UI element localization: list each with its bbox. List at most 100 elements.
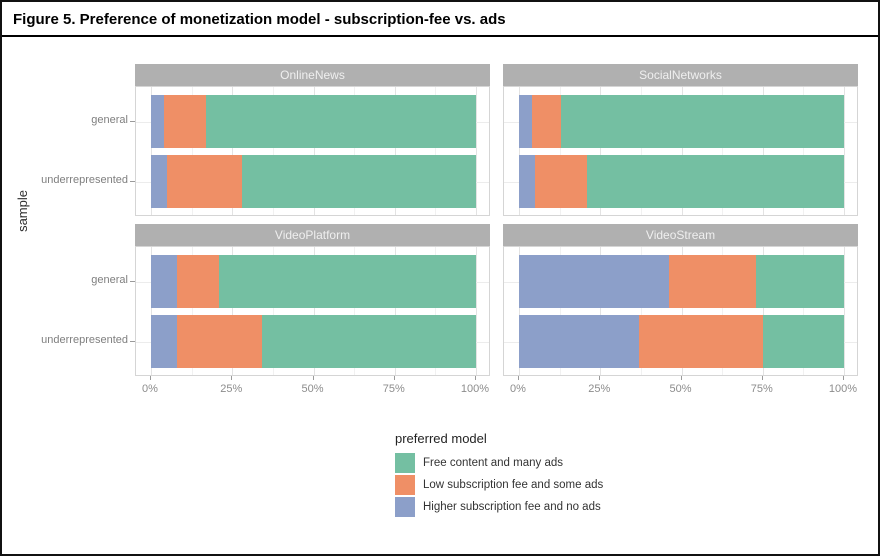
bar-segment-low_subscription_some_ads [668, 255, 757, 308]
gridline-minor [191, 87, 193, 215]
bar-segment-low_subscription_some_ads [535, 155, 588, 208]
gridline-major [762, 87, 764, 215]
bar-VideoPlatform-general [151, 255, 476, 308]
facet-panel-VideoStream [503, 246, 858, 376]
gridline-major [232, 247, 234, 375]
x-axis-tick [150, 376, 151, 380]
legend-swatch-free-content [395, 453, 415, 473]
facet-strip-VideoStream: VideoStream [503, 224, 858, 246]
gridline-minor [354, 87, 356, 215]
gridline-minor [722, 247, 724, 375]
gridline-major [681, 87, 683, 215]
x-axis-tick [761, 376, 763, 380]
bar-segment-free_content_many_ads [762, 315, 844, 368]
x-axis-tick-label: 75% [750, 383, 773, 395]
y-axis-tick [130, 120, 135, 122]
bar-VideoStream-underrepresented [519, 315, 844, 368]
bar-segment-higher_subscription_no_ads [519, 95, 532, 148]
x-axis-tick [680, 376, 682, 380]
x-axis-tick [599, 376, 601, 380]
bar-segment-free_content_many_ads [561, 95, 844, 148]
gridline-major [151, 247, 152, 375]
facet-panel-OnlineNews [135, 86, 490, 216]
legend-item-low-subscription: Low subscription fee and some ads [395, 475, 603, 495]
facet-strip-VideoPlatform: VideoPlatform [135, 224, 490, 246]
y-axis-label-underrepresented: underrepresented [41, 333, 128, 346]
gridline-major [151, 87, 152, 215]
gridline-major [600, 247, 602, 375]
gridline-major [681, 247, 683, 375]
x-axis-tick-label: 25% [220, 383, 243, 395]
gridline-major [476, 87, 477, 215]
gridline-major [844, 247, 845, 375]
gridline-major [394, 87, 396, 215]
gridline-major [844, 87, 845, 215]
gridline-major [476, 247, 477, 375]
bar-segment-free_content_many_ads [756, 255, 844, 308]
bar-segment-higher_subscription_no_ads [151, 155, 168, 208]
bar-segment-higher_subscription_no_ads [519, 255, 669, 308]
bar-segment-free_content_many_ads [587, 155, 844, 208]
gridline-minor [272, 247, 274, 375]
legend-swatch-low-subscription [395, 475, 415, 495]
bar-SocialNetworks-general [519, 95, 844, 148]
bar-segment-free_content_many_ads [206, 95, 476, 148]
gridline-minor [559, 87, 561, 215]
x-axis-tick-label: 0% [510, 383, 526, 395]
legend-title: preferred model [395, 431, 487, 446]
x-axis-tick [231, 376, 233, 380]
gridline-major [313, 247, 315, 375]
gridline-minor [640, 87, 642, 215]
x-axis-tick-label: 100% [460, 383, 490, 395]
x-axis-tick-label: 25% [588, 383, 611, 395]
x-axis-tick-label: 50% [301, 383, 324, 395]
gridline-major [519, 87, 520, 215]
bar-segment-higher_subscription_no_ads [151, 255, 177, 308]
gridline-minor [640, 247, 642, 375]
facet-strip-OnlineNews: OnlineNews [135, 64, 490, 86]
legend: preferred model Free content and many ad… [395, 431, 603, 519]
gridline-major [600, 87, 602, 215]
bar-SocialNetworks-underrepresented [519, 155, 844, 208]
bar-VideoStream-general [519, 255, 844, 308]
bar-segment-low_subscription_some_ads [639, 315, 763, 368]
bar-segment-free_content_many_ads [219, 255, 476, 308]
x-axis-tick [393, 376, 395, 380]
bar-segment-low_subscription_some_ads [532, 95, 562, 148]
bar-segment-low_subscription_some_ads [177, 315, 262, 368]
gridline-minor [272, 87, 274, 215]
gridline-minor [722, 87, 724, 215]
bar-segment-higher_subscription_no_ads [519, 155, 536, 208]
legend-swatch-higher-subscription [395, 497, 415, 517]
bar-segment-higher_subscription_no_ads [151, 95, 164, 148]
gridline-major [762, 247, 764, 375]
gridline-major [232, 87, 234, 215]
y-axis-title: sample [15, 190, 30, 232]
x-axis-tick [312, 376, 314, 380]
legend-label: Low subscription fee and some ads [423, 479, 604, 491]
y-axis-tick [130, 340, 135, 342]
x-axis-tick-label: 50% [669, 383, 692, 395]
x-axis-tick-label: 0% [142, 383, 158, 395]
gridline-minor [803, 247, 805, 375]
bar-segment-low_subscription_some_ads [167, 155, 242, 208]
bar-segment-higher_subscription_no_ads [519, 315, 640, 368]
legend-label: Free content and many ads [423, 457, 563, 469]
bar-segment-low_subscription_some_ads [177, 255, 220, 308]
bar-OnlineNews-general [151, 95, 476, 148]
facet-panel-SocialNetworks [503, 86, 858, 216]
gridline-minor [803, 87, 805, 215]
x-axis-tick [475, 376, 476, 380]
bar-segment-free_content_many_ads [261, 315, 476, 368]
title-rule [2, 35, 878, 37]
gridline-major [313, 87, 315, 215]
x-axis-tick [843, 376, 844, 380]
x-axis-tick-label: 75% [382, 383, 405, 395]
bar-VideoPlatform-underrepresented [151, 315, 476, 368]
gridline-major [519, 247, 520, 375]
legend-item-free-content: Free content and many ads [395, 453, 603, 473]
facet-panel-VideoPlatform [135, 246, 490, 376]
gridline-minor [354, 247, 356, 375]
facet-strip-SocialNetworks: SocialNetworks [503, 64, 858, 86]
